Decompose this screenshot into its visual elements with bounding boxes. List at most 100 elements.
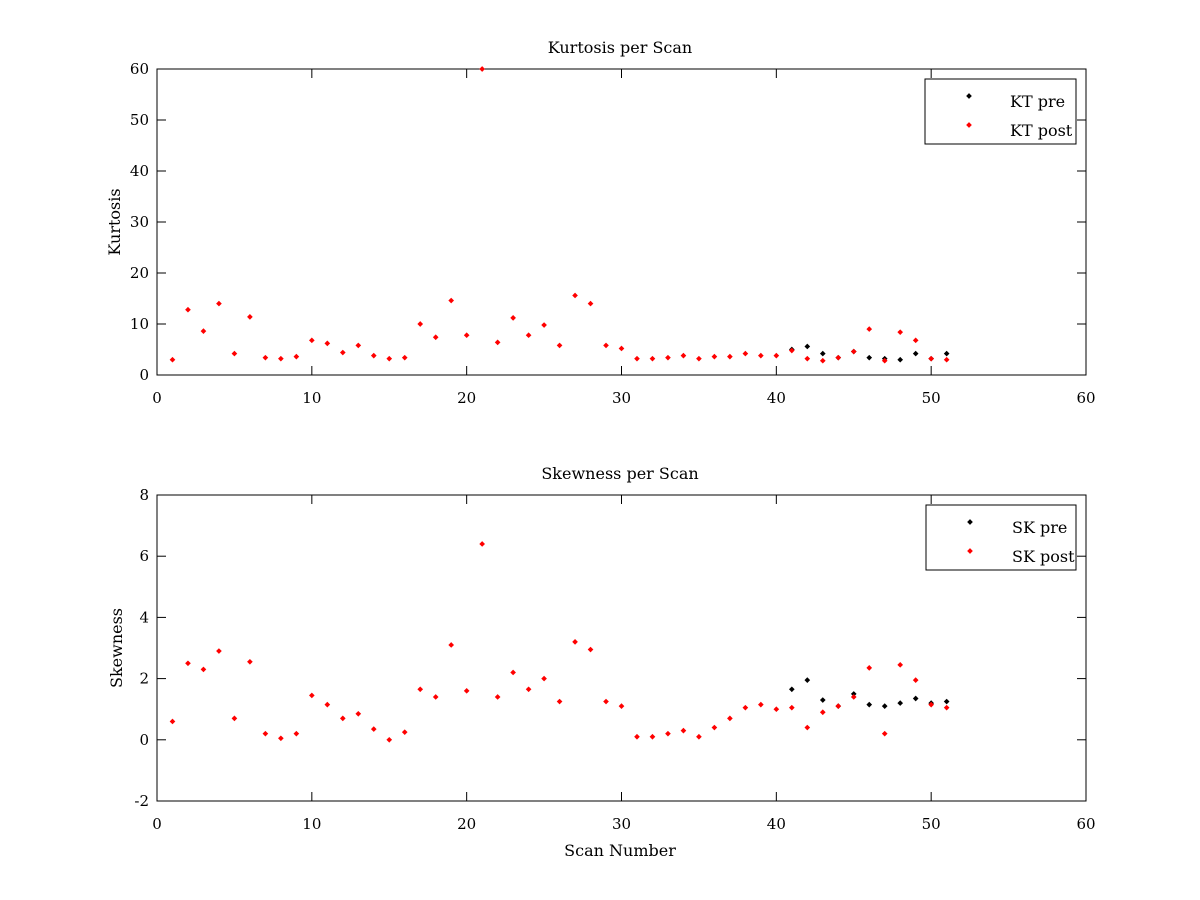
skewness-point-post [370,726,377,732]
kurtosis-point-pre [912,350,919,357]
skewness-points [169,541,950,743]
skewness-point-post [355,710,362,717]
skewness-point-post [696,733,702,740]
skewness-point-pre [881,703,888,709]
kurtosis-point-post [370,352,377,359]
kurtosis-point-post [943,356,950,363]
kurtosis-subplot: Kurtosis per Scan Kurtosis 0 10 20 30 40 50 60… [105,38,1096,407]
skewness-point-post [928,701,934,708]
kurtosis-point-pre [866,354,873,361]
skewness-point-post [804,724,811,731]
skewness-point-post [665,730,671,737]
skewness-point-pre [819,697,826,703]
kurtosis-point-post [634,355,640,362]
skewness-point-post [386,736,393,743]
skewness-point-post [293,730,300,737]
kurtosis-point-post [324,340,331,347]
skewness-point-pre [788,686,795,693]
kurtosis-point-post [649,355,656,362]
kurtosis-chart-title: Kurtosis per Scan [548,38,692,57]
skewness-y-tick-label: -2 [134,792,149,810]
kurtosis-y-tick-label: 10 [130,315,149,333]
skewness-x-tick-label: 0 [152,815,162,833]
skewness-point-pre [912,695,919,702]
kurtosis-point-post [835,354,842,361]
skewness-point-post [169,718,176,725]
skewness-point-post [742,704,749,711]
kurtosis-point-post [309,337,315,344]
skewness-point-post [494,694,501,700]
kurtosis-point-post [912,337,919,344]
skewness-point-post [835,703,842,709]
kurtosis-point-pre [819,350,826,357]
skewness-point-post [216,648,222,654]
skewness-y-tick-label: 6 [139,547,149,565]
kurtosis-x-tick-label: 30 [612,389,631,407]
kurtosis-point-post [231,350,238,357]
kurtosis-points [169,66,950,364]
kurtosis-point-post [711,353,718,360]
kurtosis-point-post [386,355,393,362]
skewness-legend-label-post: SK post [1012,547,1075,566]
kurtosis-point-post [494,339,501,346]
skewness-x-axis-label: Scan Number [564,841,676,860]
kurtosis-point-post [417,321,424,327]
skewness-point-pre [897,700,904,706]
skewness-legend-label-pre: SK pre [1012,518,1067,537]
skewness-point-pre [866,701,873,708]
kurtosis-y-tick-label: 0 [139,366,149,384]
skewness-y-tick-label: 0 [139,731,149,749]
skewness-x-tick-label: 60 [1076,815,1095,833]
skewness-point-post [339,715,346,722]
kurtosis-point-post [556,342,563,349]
skewness-x-tick-label: 40 [767,815,786,833]
kurtosis-point-post [185,306,191,313]
skewness-point-post [680,727,687,734]
kurtosis-legend-box [924,78,1077,145]
skewness-point-post [309,692,315,699]
skewness-point-post [912,677,919,683]
skewness-point-post [603,698,609,705]
kurtosis-point-post [432,334,439,341]
skewness-point-pre [943,698,950,705]
kurtosis-point-post [788,347,795,354]
skewness-point-post [401,729,408,735]
kurtosis-legend: KT pre KT post [924,78,1077,145]
kurtosis-point-pre [943,350,950,357]
skewness-point-post [727,715,733,722]
kurtosis-point-post [881,357,888,364]
kurtosis-point-post [819,357,826,364]
skewness-point-post [479,541,485,547]
skewness-point-post [247,658,253,665]
skewness-point-post [881,730,888,737]
skewness-y-tick-label: 8 [139,486,149,504]
kurtosis-point-post [587,300,594,307]
skewness-x-tick-label: 20 [457,815,476,833]
skewness-point-post [819,709,826,716]
skewness-x-tick-label: 30 [612,815,631,833]
kurtosis-point-post [603,342,609,349]
kurtosis-point-post [665,354,671,361]
skewness-point-post [897,662,904,668]
kurtosis-point-post [525,332,532,339]
kurtosis-point-post [278,355,284,362]
kurtosis-point-post [680,352,687,359]
skewness-point-pre [804,677,811,683]
kurtosis-x-tick-label: 10 [302,389,321,407]
kurtosis-ticks: 0 10 20 30 40 50 60 0 10 20 30 40 50 60 [130,60,1096,407]
skewness-point-post [587,646,594,653]
kurtosis-point-post [850,348,857,355]
kurtosis-point-pre [804,343,811,350]
kurtosis-point-post [758,352,764,359]
kurtosis-point-post [448,297,455,304]
kurtosis-x-tick-label: 50 [922,389,941,407]
skewness-x-tick-label: 50 [922,815,941,833]
kurtosis-point-post [696,355,702,362]
skewness-point-post [262,730,269,737]
skewness-point-post [943,704,950,711]
kurtosis-x-tick-label: 0 [152,389,162,407]
skewness-point-post [432,694,439,700]
kurtosis-legend-label-pre: KT pre [1010,92,1065,111]
kurtosis-y-axis-label: Kurtosis [105,188,124,255]
